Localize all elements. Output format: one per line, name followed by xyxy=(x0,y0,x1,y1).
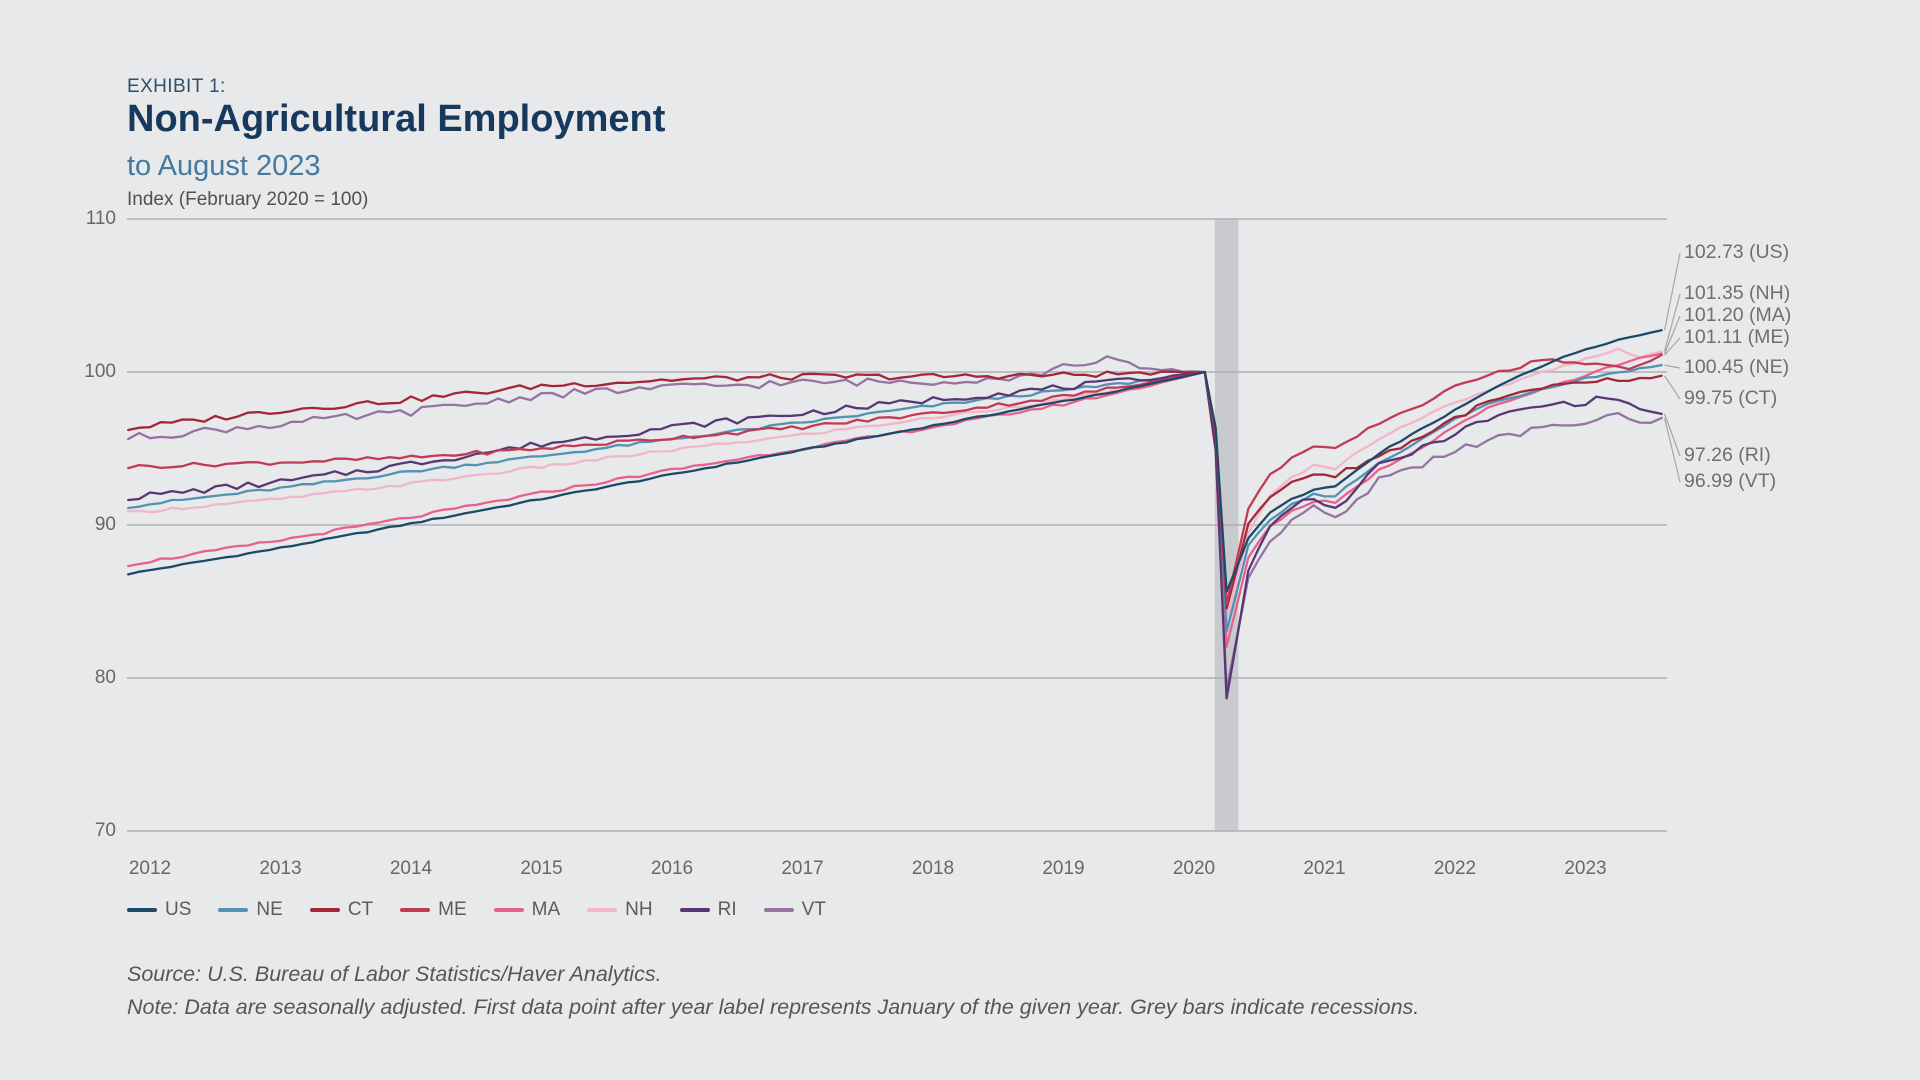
x-tick-2014: 2014 xyxy=(389,858,433,879)
footnote: Note: Data are seasonally adjusted. Firs… xyxy=(127,995,1420,1019)
legend-swatch-NH xyxy=(587,908,618,912)
legend-label-NE: NE xyxy=(256,899,283,920)
legend-item-MA: MA xyxy=(493,899,561,921)
series-line-ME xyxy=(127,353,1663,606)
legend-item-NH: NH xyxy=(587,899,653,921)
x-tick-2020: 2020 xyxy=(1172,858,1216,879)
legend-item-NE: NE xyxy=(218,899,283,921)
legend-item-ME: ME xyxy=(400,899,467,921)
exhibit-label: EXHIBIT 1: xyxy=(127,76,226,97)
legend-label-US: US xyxy=(165,899,192,920)
series-line-NH xyxy=(127,347,1663,621)
legend-swatch-CT xyxy=(309,908,340,912)
x-tick-2013: 2013 xyxy=(259,858,302,879)
leader-line-RI xyxy=(1664,413,1681,457)
x-tick-2022: 2022 xyxy=(1433,858,1477,879)
y-tick-110: 110 xyxy=(85,208,116,229)
end-label-RI: 97.26 (RI) xyxy=(1684,444,1771,466)
legend-label-CT: CT xyxy=(347,899,374,920)
legend: US NE CT ME MA NH RI VT xyxy=(127,899,826,921)
legend-label-MA: MA xyxy=(531,899,561,920)
source-note: Source: U.S. Bureau of Labor Statistics/… xyxy=(127,962,662,986)
x-tick-2016: 2016 xyxy=(650,858,694,879)
x-tick-2018: 2018 xyxy=(911,858,955,879)
series-line-MA xyxy=(127,352,1663,648)
chart-subtitle: to August 2023 xyxy=(127,150,321,182)
legend-swatch-NE xyxy=(218,908,249,912)
leader-line-CT xyxy=(1664,375,1681,400)
end-label-NE: 100.45 (NE) xyxy=(1684,356,1790,378)
legend-swatch-MA xyxy=(493,908,524,912)
leader-line-NH xyxy=(1664,293,1681,352)
legend-label-NH: NH xyxy=(625,899,653,920)
legend-label-RI: RI xyxy=(717,899,737,920)
series-line-RI xyxy=(127,370,1663,700)
y-tick-90: 90 xyxy=(94,514,116,535)
x-tick-2015: 2015 xyxy=(520,858,563,879)
leader-line-VT xyxy=(1663,417,1681,483)
series-line-US xyxy=(127,329,1663,593)
leader-line-US xyxy=(1663,252,1681,331)
end-label-MA: 101.20 (MA) xyxy=(1684,304,1792,326)
legend-item-VT: VT xyxy=(763,899,826,921)
end-label-NH: 101.35 (NH) xyxy=(1684,282,1791,304)
series-line-NE xyxy=(127,363,1663,633)
end-label-ME: 101.11 (ME) xyxy=(1684,326,1790,348)
legend-swatch-ME xyxy=(400,908,431,912)
y-tick-100: 100 xyxy=(84,361,116,382)
y-axis-unit-label: Index (February 2020 = 100) xyxy=(127,189,369,210)
end-label-VT: 96.99 (VT) xyxy=(1684,470,1777,492)
legend-label-VT: VT xyxy=(801,899,826,920)
leader-line-ME xyxy=(1664,337,1681,356)
legend-item-US: US xyxy=(127,899,191,921)
legend-swatch-VT xyxy=(763,908,794,912)
legend-item-CT: CT xyxy=(309,899,374,921)
series-line-CT xyxy=(127,370,1663,610)
leader-line-NE xyxy=(1664,364,1681,369)
end-label-US: 102.73 (US) xyxy=(1684,241,1790,263)
x-tick-2021: 2021 xyxy=(1303,858,1346,879)
x-tick-2023: 2023 xyxy=(1564,858,1607,879)
x-tick-2012: 2012 xyxy=(128,858,172,879)
leader-line-MA xyxy=(1664,315,1681,354)
series-line-VT xyxy=(127,355,1663,691)
legend-swatch-RI xyxy=(679,908,710,912)
y-tick-80: 80 xyxy=(94,667,116,688)
legend-swatch-US xyxy=(127,908,157,912)
x-tick-2017: 2017 xyxy=(781,858,824,879)
page-title: Non-Agricultural Employment xyxy=(127,98,666,140)
end-label-CT: 99.75 (CT) xyxy=(1684,387,1778,409)
legend-label-ME: ME xyxy=(438,899,467,920)
legend-item-RI: RI xyxy=(679,899,737,921)
x-tick-2019: 2019 xyxy=(1042,858,1085,879)
y-tick-70: 70 xyxy=(94,820,116,841)
